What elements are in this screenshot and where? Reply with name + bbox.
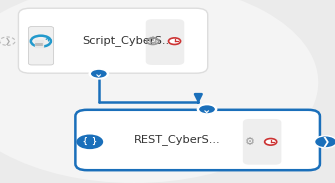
Circle shape: [76, 135, 103, 149]
Ellipse shape: [0, 0, 318, 183]
Circle shape: [169, 38, 181, 44]
Circle shape: [198, 104, 216, 114]
FancyBboxPatch shape: [243, 119, 281, 165]
Text: ❯: ❯: [4, 38, 10, 45]
Circle shape: [197, 104, 217, 115]
Text: ❯: ❯: [322, 137, 330, 147]
FancyBboxPatch shape: [28, 27, 54, 65]
Bar: [35, 40, 43, 47]
Text: ⌄: ⌄: [202, 105, 212, 115]
Text: ⌄: ⌄: [94, 69, 104, 79]
Text: ⚙: ⚙: [245, 137, 255, 147]
Circle shape: [265, 139, 277, 145]
Text: REST_CyberS...: REST_CyberS...: [134, 135, 221, 145]
FancyBboxPatch shape: [146, 19, 184, 65]
Circle shape: [315, 136, 335, 148]
Circle shape: [88, 68, 109, 79]
FancyBboxPatch shape: [75, 110, 320, 170]
FancyBboxPatch shape: [18, 8, 208, 73]
Circle shape: [90, 69, 108, 79]
Text: ⚙: ⚙: [148, 36, 158, 46]
Text: { }: { }: [83, 137, 97, 146]
Text: Script_CyberS...: Script_CyberS...: [82, 35, 173, 46]
